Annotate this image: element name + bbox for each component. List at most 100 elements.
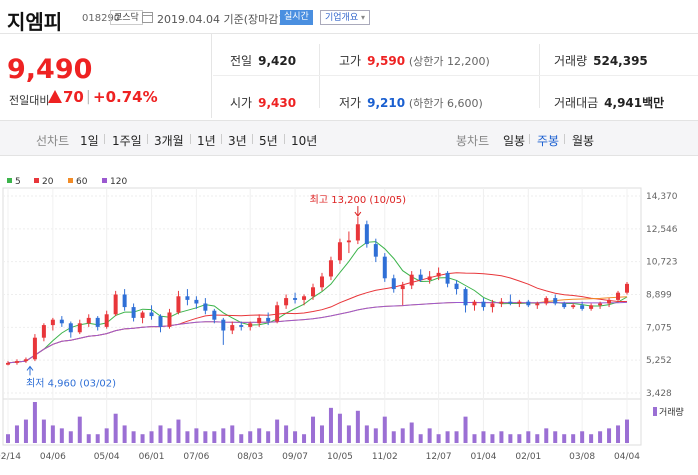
volume-bar xyxy=(275,419,280,443)
candle-body xyxy=(544,298,549,304)
ma-line-5 xyxy=(7,241,628,364)
stock-code: 018290 xyxy=(82,13,121,24)
legend-label: 20 xyxy=(42,177,54,187)
tab-monthly-candle[interactable]: 월봉 xyxy=(572,134,595,148)
change-separator: | xyxy=(86,89,91,105)
y-tick-label: 8,899 xyxy=(646,291,672,301)
candle-body xyxy=(140,312,145,318)
candle-body xyxy=(185,296,190,300)
tab-separator xyxy=(190,134,191,144)
candle-body xyxy=(230,325,235,331)
volume-bar xyxy=(104,428,109,443)
chart-frame xyxy=(2,187,642,446)
volume-bar xyxy=(508,434,513,443)
candle-body xyxy=(275,305,280,322)
legend-label: 120 xyxy=(110,177,127,187)
candle-body xyxy=(194,299,199,304)
ma-line-120 xyxy=(7,301,628,364)
x-tick-label: 07/06 xyxy=(183,452,209,462)
candle-body xyxy=(355,224,360,241)
volume-bar xyxy=(266,431,271,443)
stat-label: 전일 xyxy=(230,54,253,68)
candle-body xyxy=(284,298,289,306)
candle-body xyxy=(391,278,396,290)
tab-3y[interactable]: 3년 xyxy=(228,134,247,148)
stat-value: 9,420 xyxy=(258,54,297,68)
candle-body xyxy=(553,298,558,304)
tab-5y[interactable]: 5년 xyxy=(259,134,278,148)
volume-bar xyxy=(445,431,450,443)
candle-body xyxy=(382,256,387,279)
candle-body xyxy=(32,337,37,360)
tab-separator xyxy=(252,134,253,144)
x-tick-label: 04/06 xyxy=(40,452,66,462)
ma-line-60 xyxy=(7,296,628,364)
tab-1w[interactable]: 1주일 xyxy=(112,134,142,148)
realtime-button[interactable]: 실시간 xyxy=(280,10,313,25)
tab-weekly-candle[interactable]: 주봉 xyxy=(537,134,560,148)
tab-1d[interactable]: 1일 xyxy=(80,134,99,148)
candle-body xyxy=(526,301,531,306)
candle-body xyxy=(328,260,333,277)
stat-label: 고가 xyxy=(339,54,362,68)
candle-body xyxy=(535,303,540,306)
legend-swatch xyxy=(68,178,73,183)
volume-bar xyxy=(328,407,333,443)
volume-bar xyxy=(86,434,91,443)
volume-bar xyxy=(194,428,199,443)
company-overview-button[interactable]: 기업개요 ▾ xyxy=(320,10,371,25)
volume-bar xyxy=(239,434,244,443)
chart-period-tabs: 선차트 1일 1주일 3개월 1년 3년 5년 10년 봉차트 일봉 주봉 월봉 xyxy=(0,120,698,156)
stat-sub: (상한가 12,200) xyxy=(408,55,490,68)
candle-body xyxy=(50,319,55,326)
candle-body xyxy=(337,242,342,261)
candle-body xyxy=(562,303,567,308)
x-tick-label: 05/04 xyxy=(94,452,120,462)
candle-body xyxy=(571,305,576,308)
candle-body xyxy=(158,316,163,327)
legend-swatch xyxy=(7,178,12,183)
volume-bar xyxy=(391,431,396,443)
tab-10y[interactable]: 10년 xyxy=(291,134,318,148)
volume-bar xyxy=(454,431,459,443)
candle-body xyxy=(427,276,432,281)
tab-3m[interactable]: 3개월 xyxy=(154,134,184,148)
market-badge: 코스닥 xyxy=(110,10,143,25)
volume-bar xyxy=(571,434,576,443)
tab-separator xyxy=(284,134,285,144)
candle-body xyxy=(481,301,486,308)
stat-value: 524,395 xyxy=(593,54,648,68)
legend-label: 60 xyxy=(76,177,88,187)
x-tick-label: 12/07 xyxy=(426,452,452,462)
candle-body xyxy=(293,298,298,300)
volume-bar xyxy=(95,434,100,443)
x-tick-label: 02/14 xyxy=(0,452,21,462)
candle-body xyxy=(41,325,46,338)
x-tick-label: 09/07 xyxy=(282,452,308,462)
company-overview-label: 기업개요 xyxy=(325,13,359,23)
volume-bar xyxy=(221,428,226,443)
candle-body xyxy=(131,307,136,318)
volume-bar xyxy=(23,419,28,443)
stock-chart[interactable]: 5 20 60 120 14,370 12,546 10,723 8,899 7,075 5,25… xyxy=(0,170,698,475)
tab-1y[interactable]: 1년 xyxy=(197,134,216,148)
tab-separator xyxy=(529,134,530,144)
volume-bar xyxy=(176,419,181,443)
max-arrow-head xyxy=(354,211,362,217)
candle-body xyxy=(6,362,10,365)
candle-body xyxy=(409,274,414,286)
tab-daily-candle[interactable]: 일봉 xyxy=(503,134,526,148)
volume-bar xyxy=(472,434,477,443)
volume-bar xyxy=(185,431,190,443)
y-tick-label: 7,075 xyxy=(646,323,672,333)
y-tick-label: 10,723 xyxy=(646,258,678,268)
volume-bar xyxy=(32,402,37,443)
volume-bar xyxy=(400,428,405,443)
candle-body xyxy=(95,317,100,327)
candle-chart-label: 봉차트 xyxy=(456,134,490,148)
volume-bar xyxy=(580,431,585,443)
stat-label: 시가 xyxy=(230,96,253,110)
volume-bar xyxy=(131,431,136,443)
volume-bar xyxy=(427,428,432,443)
volume-bar xyxy=(14,425,19,443)
